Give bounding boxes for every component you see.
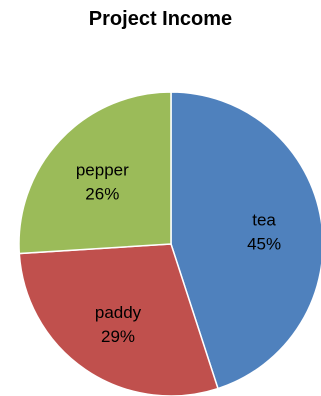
slice-percent-pepper: 26% [85,184,119,203]
slice-percent-tea: 45% [247,234,281,253]
slice-label-tea: tea [252,210,276,229]
slice-label-paddy: paddy [95,303,142,322]
slice-label-pepper: pepper [76,160,129,179]
pie-slice-paddy [18,243,219,396]
chart-title: Project Income [88,8,233,30]
pie-slice-tea [170,91,321,390]
pie-slices [18,91,321,396]
slice-percent-paddy: 29% [101,327,135,346]
pie-labels: tea 45% paddy 29% pepper 26% [76,160,281,345]
pie-slice-pepper [18,91,172,255]
